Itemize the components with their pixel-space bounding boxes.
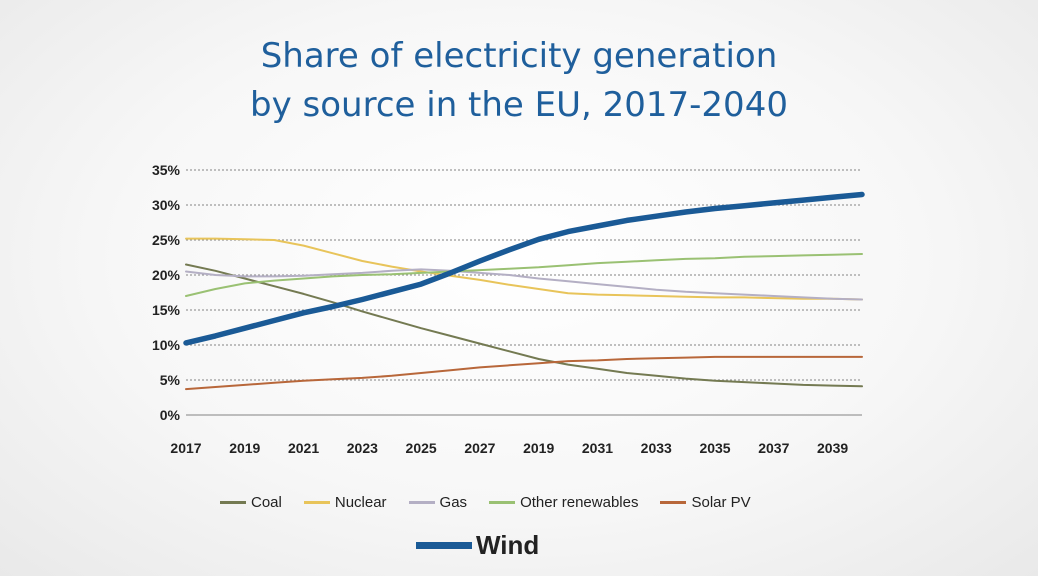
legend-item-coal: Coal — [220, 494, 282, 511]
legend-swatch-other-renewables — [489, 501, 516, 504]
x-tick-label: 2033 — [641, 440, 672, 456]
legend-label-other-renewables: Other renewables — [520, 494, 639, 511]
chart-title-line-1: Share of electricity generation — [260, 36, 778, 76]
legend-swatch-nuclear — [303, 501, 330, 504]
series-line-wind — [183, 191, 865, 346]
x-axis-ticks: 2017 2019 2021 2023 2025 2027 2019 2031 2033 2035… — [170, 440, 848, 456]
chart-title-line-2: by source in the EU, 2017-2040 — [250, 85, 788, 125]
y-tick-label: 20% — [152, 267, 181, 283]
legend-label-nuclear: Nuclear — [334, 494, 387, 511]
legend-item-other-renewables: Other renewables — [489, 494, 638, 511]
x-tick-label: 2039 — [817, 440, 848, 456]
series-lines — [183, 191, 865, 391]
y-tick-label: 25% — [152, 232, 181, 248]
series-line-nuclear — [185, 237, 863, 301]
y-tick-label: 15% — [152, 302, 181, 318]
legend-item-nuclear: Nuclear — [303, 494, 387, 511]
series-line-coal — [185, 263, 863, 388]
x-tick-label: 2037 — [758, 440, 789, 456]
legend-row-wind: Wind — [416, 530, 539, 561]
y-tick-label: 30% — [152, 197, 181, 213]
x-tick-label: 2025 — [406, 440, 437, 456]
x-tick-label: 2019 — [523, 440, 554, 456]
chart-title: Share of electricity generation by sourc… — [0, 32, 1038, 130]
series-line-gas — [185, 268, 863, 301]
x-tick-label: 2019 — [229, 440, 260, 456]
legend-label-gas: Gas — [439, 494, 468, 511]
legend-swatch-solar-pv — [660, 501, 687, 504]
y-tick-label: 35% — [152, 162, 181, 178]
y-tick-label: 5% — [160, 372, 181, 388]
y-axis-ticks: 0% 5% 10% 15% 20% 25% 30% 35% — [152, 162, 181, 423]
x-tick-label: 2035 — [699, 440, 730, 456]
series-line-solar-pv — [185, 355, 863, 391]
legend-item-solar-pv: Solar PV — [660, 494, 751, 511]
legend-row-main: Coal Nuclear Gas Other renewables Solar … — [220, 494, 773, 511]
legend-label-wind: Wind — [476, 530, 540, 560]
y-tick-label: 10% — [152, 337, 181, 353]
x-tick-label: 2027 — [464, 440, 495, 456]
legend: Coal Nuclear Gas Other renewables Solar … — [0, 488, 1038, 568]
legend-label-coal: Coal — [251, 494, 282, 511]
x-tick-label: 2017 — [170, 440, 201, 456]
series-line-other-renewables — [185, 253, 863, 297]
legend-swatch-gas — [408, 501, 435, 504]
legend-swatch-wind — [416, 542, 472, 549]
legend-item-gas: Gas — [408, 494, 468, 511]
x-tick-label: 2023 — [347, 440, 378, 456]
x-tick-label: 2021 — [288, 440, 319, 456]
y-tick-label: 0% — [160, 407, 181, 423]
legend-label-solar-pv: Solar PV — [691, 494, 751, 511]
x-tick-label: 2031 — [582, 440, 613, 456]
legend-swatch-coal — [220, 501, 246, 504]
